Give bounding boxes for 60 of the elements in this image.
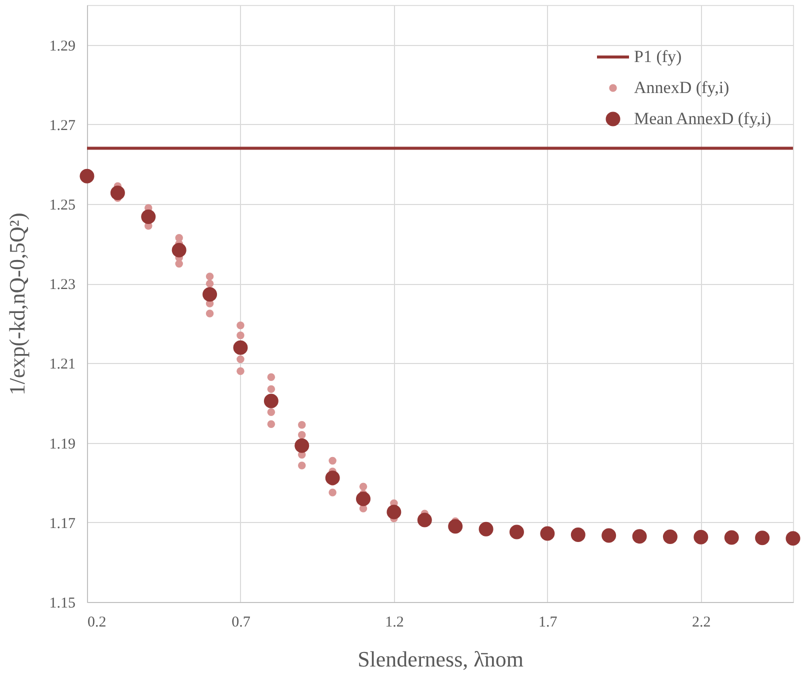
- point: [417, 512, 432, 528]
- point: [509, 524, 524, 540]
- point: [662, 529, 678, 544]
- x-tick-label: 1.2: [385, 614, 404, 630]
- point: [570, 528, 586, 542]
- point: [141, 210, 156, 224]
- legend-label: P1 (fy): [634, 47, 682, 66]
- point: [110, 186, 125, 200]
- point: [478, 522, 494, 536]
- point: [448, 519, 463, 534]
- x-axis-title: Slenderness, λ̄nom: [358, 646, 524, 672]
- x-tick-label: 2.2: [692, 614, 711, 630]
- point: [386, 504, 402, 520]
- y-tick-label: 1.21: [49, 356, 76, 373]
- legend-label: Mean AnnexD (fy,i): [634, 109, 772, 128]
- point: [206, 272, 214, 280]
- legend-label: AnnexD (fy,i): [634, 78, 730, 97]
- point: [206, 310, 214, 318]
- point: [328, 488, 336, 496]
- y-tick-label: 1.29: [49, 38, 76, 54]
- x-tick-label: 0.7: [232, 614, 251, 630]
- point: [724, 530, 739, 545]
- point: [294, 438, 310, 453]
- point: [786, 531, 800, 546]
- point: [694, 530, 708, 544]
- point: [540, 526, 555, 541]
- point: [236, 367, 244, 376]
- y-tick-label: 1.15: [49, 596, 76, 612]
- point: [359, 482, 368, 490]
- point: [267, 408, 276, 416]
- point: [328, 456, 336, 465]
- y-tick-label: 1.23: [49, 277, 76, 294]
- point: [267, 420, 276, 428]
- point: [172, 242, 186, 258]
- y-tick-label: 1.19: [49, 436, 76, 452]
- point: [236, 322, 244, 330]
- point: [267, 373, 276, 381]
- point: [755, 530, 770, 546]
- x-tick-label: 1.7: [538, 614, 558, 630]
- y-axis-title: 1/exp(-kd,nQ-0,5Q²): [4, 212, 30, 396]
- point: [298, 462, 306, 470]
- y-tick-label: 1.27: [49, 118, 76, 134]
- point: [236, 331, 244, 340]
- point: [80, 168, 94, 184]
- point: [264, 394, 278, 408]
- point: [632, 529, 647, 544]
- point: [206, 280, 214, 288]
- point: [356, 492, 371, 506]
- point: [233, 340, 248, 355]
- point: [602, 528, 616, 543]
- point: [267, 385, 276, 393]
- point: [175, 234, 183, 242]
- point: [202, 287, 218, 302]
- x-tick-label: 0.2: [88, 614, 106, 630]
- y-tick-label: 1.25: [49, 198, 76, 214]
- point: [236, 355, 244, 364]
- point: [325, 470, 340, 486]
- point: [298, 430, 306, 439]
- point: [298, 421, 306, 429]
- y-tick-label: 1.17: [49, 516, 76, 532]
